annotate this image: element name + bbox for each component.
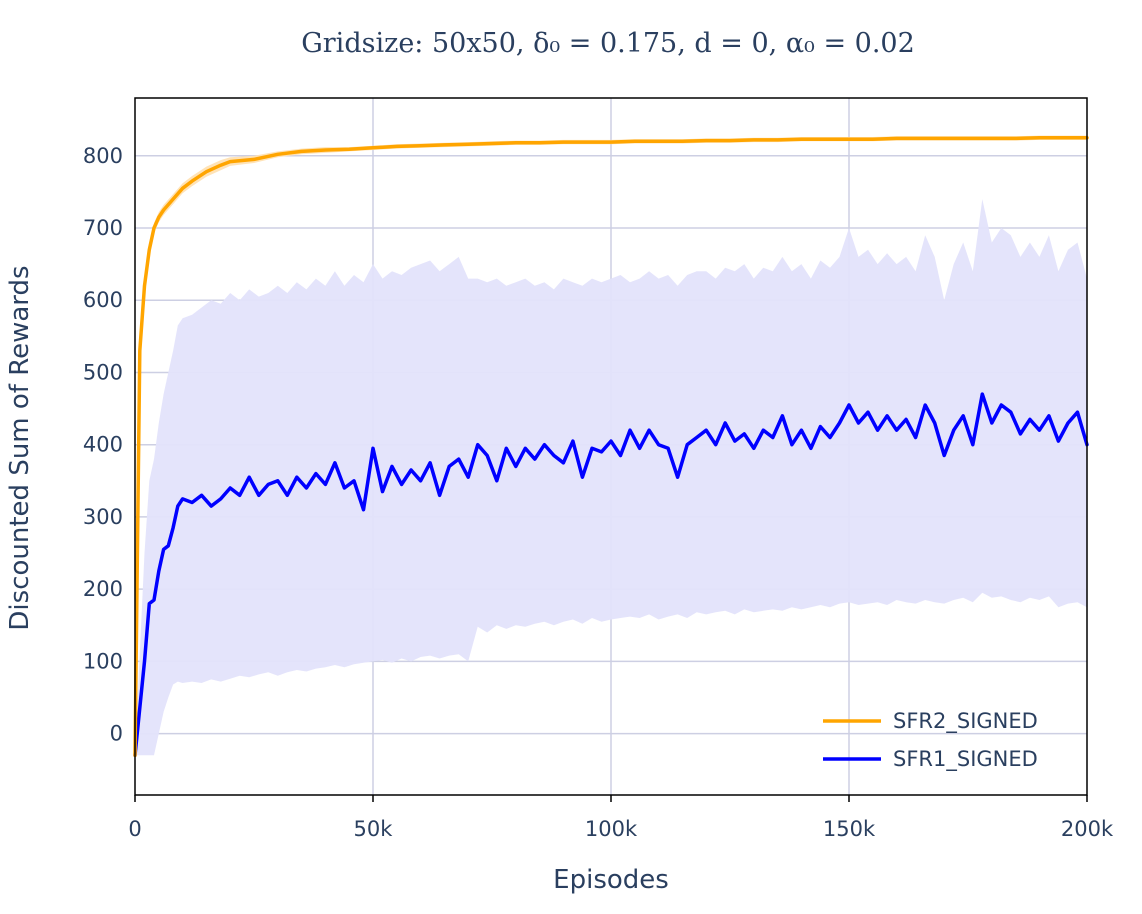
y-tick-label: 200 xyxy=(83,577,123,601)
y-tick-label: 700 xyxy=(83,216,123,240)
legend-label: SFR1_SIGNED xyxy=(893,747,1038,772)
y-tick-label: 800 xyxy=(83,144,123,168)
y-tick-label: 300 xyxy=(83,505,123,529)
chart-title: Gridsize: 50x50, δ₀ = 0.175, d = 0, α₀ =… xyxy=(301,28,915,59)
y-tick-label: 600 xyxy=(83,288,123,312)
x-tick-label: 50k xyxy=(354,817,394,841)
y-tick-label: 500 xyxy=(83,360,123,384)
x-tick-label: 100k xyxy=(585,817,638,841)
y-axis-title: Discounted Sum of Rewards xyxy=(5,265,35,630)
line-layer xyxy=(133,135,1089,758)
y-tick-label: 100 xyxy=(83,649,123,673)
x-tick-label: 150k xyxy=(823,817,876,841)
y-tick-label: 0 xyxy=(110,722,123,746)
x-tick-label: 0 xyxy=(128,817,141,841)
tick-layer: 0 100 200 300 400 500 600 700 800 0 50k 100k 150k 200… xyxy=(83,144,1114,841)
confidence-band-sfr1-signed xyxy=(135,199,1087,756)
series-line-sfr1-signed xyxy=(133,392,1089,758)
x-tick-label: 200k xyxy=(1061,817,1114,841)
series-line-sfr2-signed xyxy=(133,135,1089,758)
band-layer xyxy=(135,135,1087,756)
x-axis-title: Episodes xyxy=(553,865,669,895)
y-tick-label: 400 xyxy=(83,433,123,457)
legend-label: SFR2_SIGNED xyxy=(893,709,1038,734)
legend: SFR2_SIGNED SFR1_SIGNED xyxy=(823,709,1038,772)
